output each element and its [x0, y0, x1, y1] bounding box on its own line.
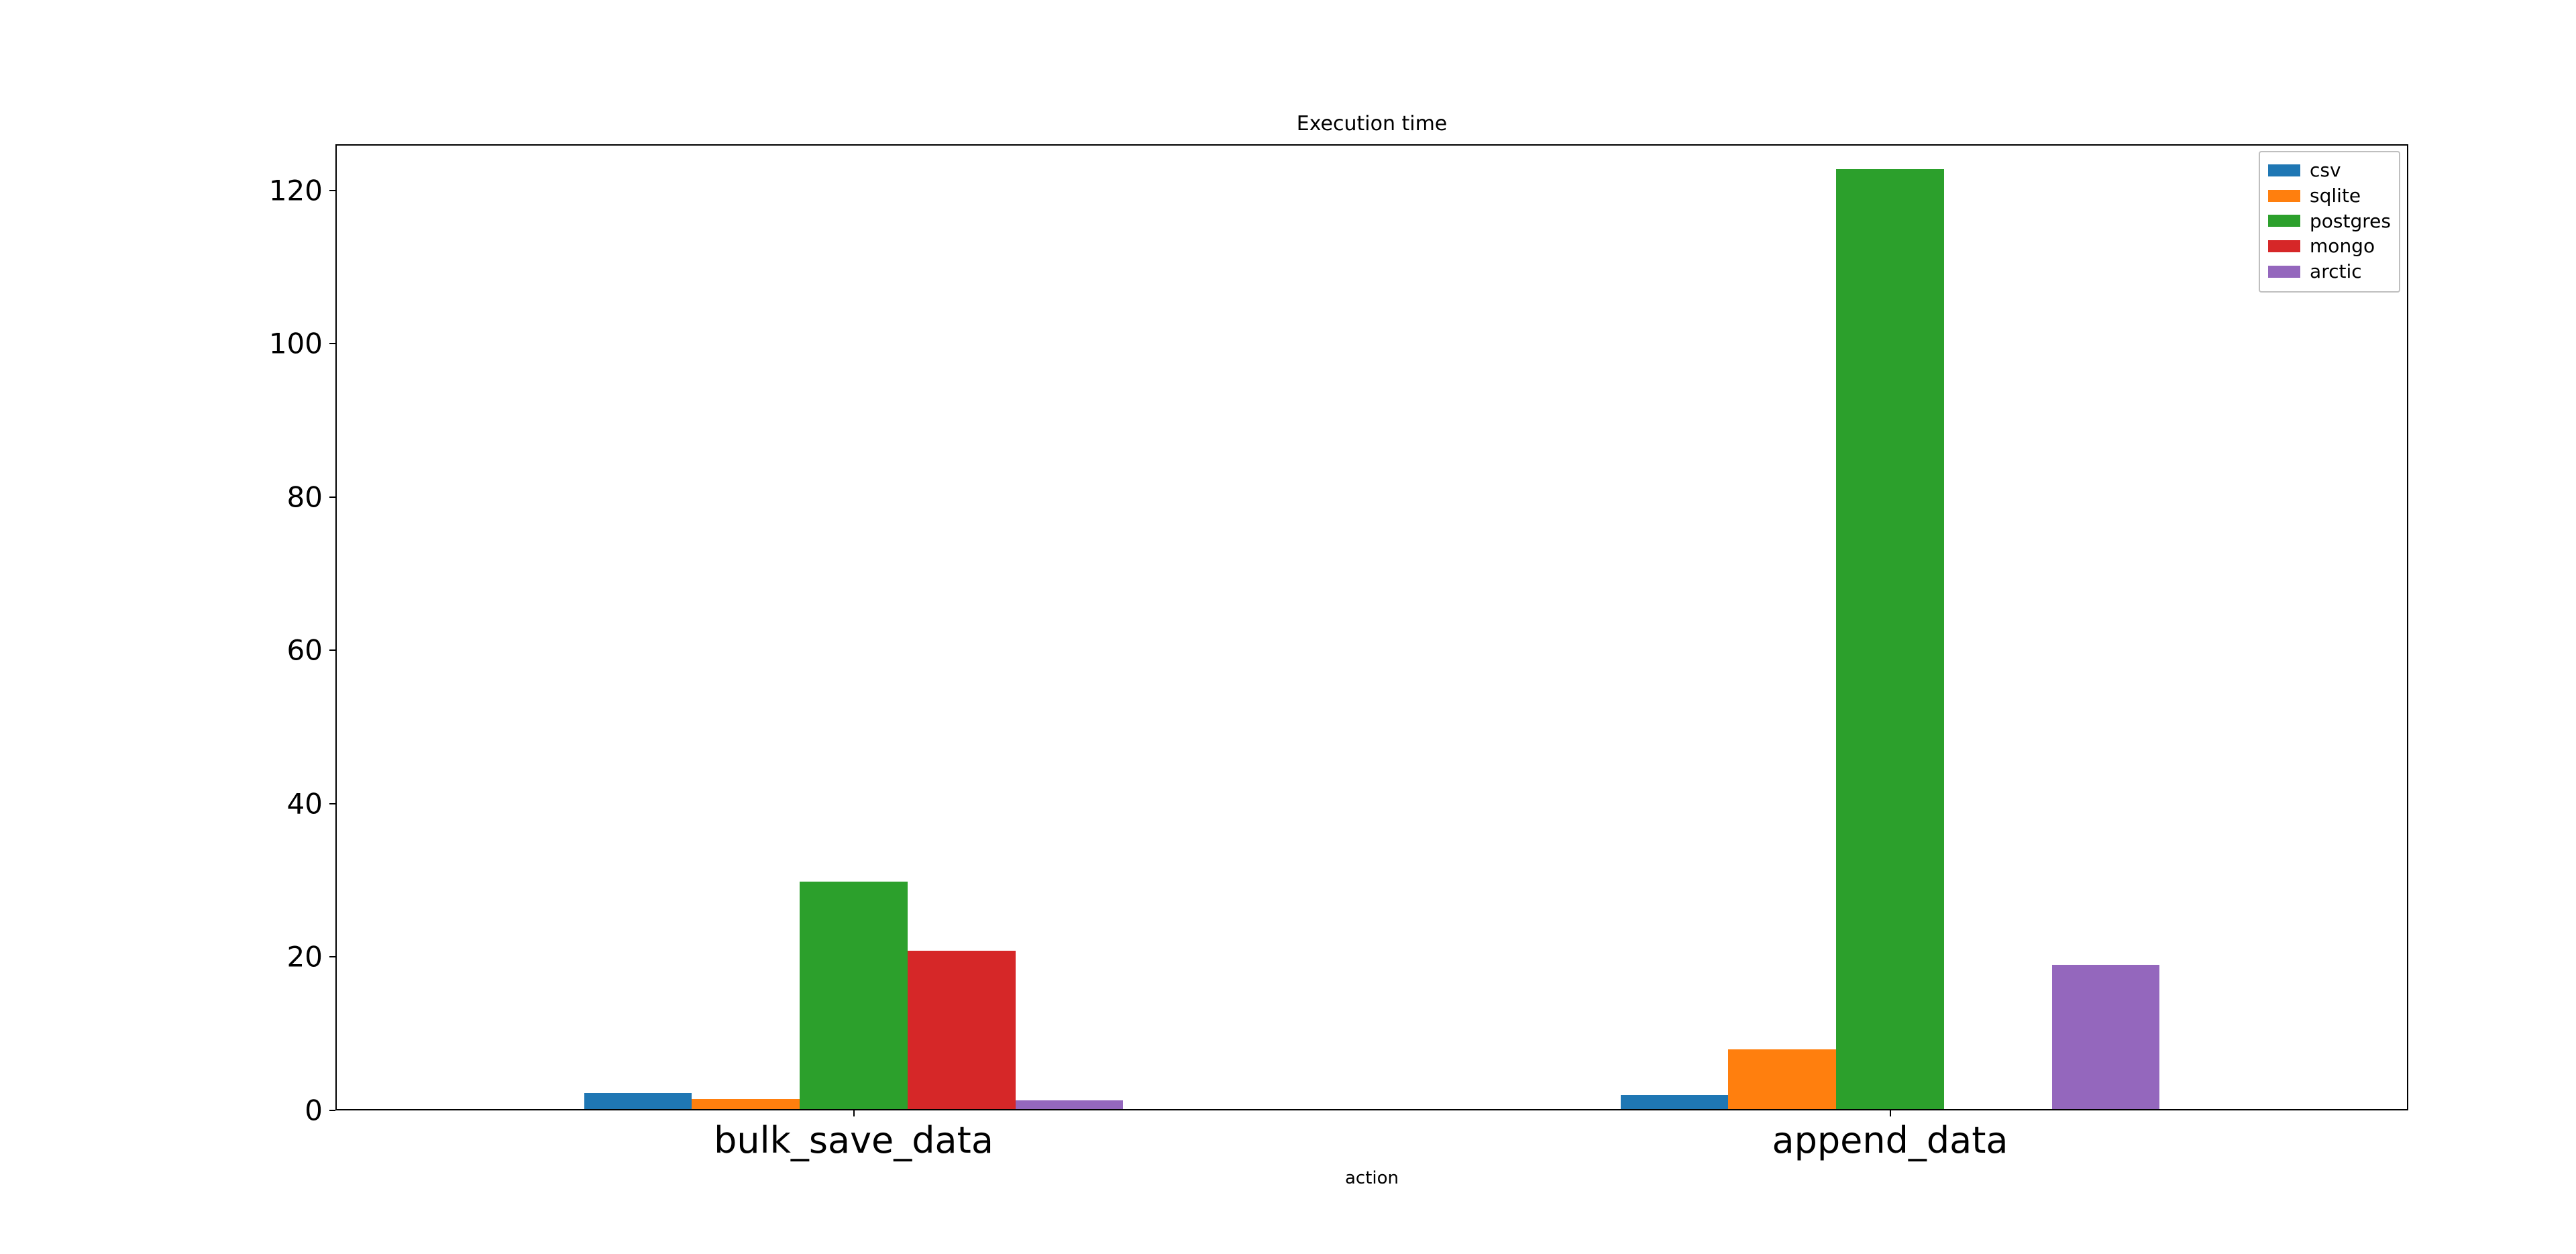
legend-swatch: [2268, 266, 2300, 278]
ytick-mark: [329, 343, 335, 344]
xtick-label: append_data: [1772, 1119, 2008, 1161]
legend-item: arctic: [2268, 259, 2391, 284]
legend-swatch: [2268, 164, 2300, 176]
bar: [1621, 1095, 1729, 1110]
ytick-mark: [329, 1110, 335, 1111]
legend-label: mongo: [2310, 233, 2375, 259]
ytick-mark: [329, 803, 335, 804]
ytick-mark: [329, 497, 335, 498]
figure: Execution time csvsqlitepostgresmongoarc…: [0, 0, 2576, 1254]
legend-label: csv: [2310, 158, 2341, 183]
axis-spine: [2407, 144, 2408, 1110]
legend-label: sqlite: [2310, 183, 2361, 209]
legend-label: arctic: [2310, 259, 2362, 284]
xtick-mark: [1890, 1110, 1891, 1116]
legend: csvsqlitepostgresmongoarctic: [2259, 151, 2400, 293]
x-axis-label: action: [1345, 1168, 1399, 1188]
legend-item: csv: [2268, 158, 2391, 183]
ytick-label: 80: [215, 480, 323, 513]
ytick-label: 100: [215, 327, 323, 360]
xtick-mark: [853, 1110, 855, 1116]
bar: [1836, 169, 1944, 1110]
ytick-label: 40: [215, 787, 323, 820]
axis-spine: [335, 144, 337, 1110]
legend-label: postgres: [2310, 209, 2391, 234]
ytick-label: 60: [215, 634, 323, 667]
ytick-label: 20: [215, 941, 323, 974]
ytick-mark: [329, 649, 335, 651]
bar: [2052, 965, 2160, 1110]
bar: [908, 951, 1016, 1110]
legend-item: sqlite: [2268, 183, 2391, 209]
bar: [1728, 1049, 1836, 1110]
chart-title: Execution time: [1297, 112, 1448, 136]
axis-spine: [335, 1109, 2408, 1110]
legend-swatch: [2268, 240, 2300, 252]
bar: [800, 882, 908, 1110]
legend-swatch: [2268, 190, 2300, 202]
ytick-label: 0: [215, 1094, 323, 1127]
ytick-mark: [329, 190, 335, 191]
ytick-label: 120: [215, 174, 323, 207]
legend-item: postgres: [2268, 209, 2391, 234]
ytick-mark: [329, 956, 335, 957]
bar: [584, 1093, 692, 1110]
legend-swatch: [2268, 215, 2300, 227]
xtick-label: bulk_save_data: [714, 1119, 994, 1161]
plot-area: csvsqlitepostgresmongoarctic: [335, 144, 2408, 1110]
legend-item: mongo: [2268, 233, 2391, 259]
axis-spine: [335, 144, 2408, 146]
